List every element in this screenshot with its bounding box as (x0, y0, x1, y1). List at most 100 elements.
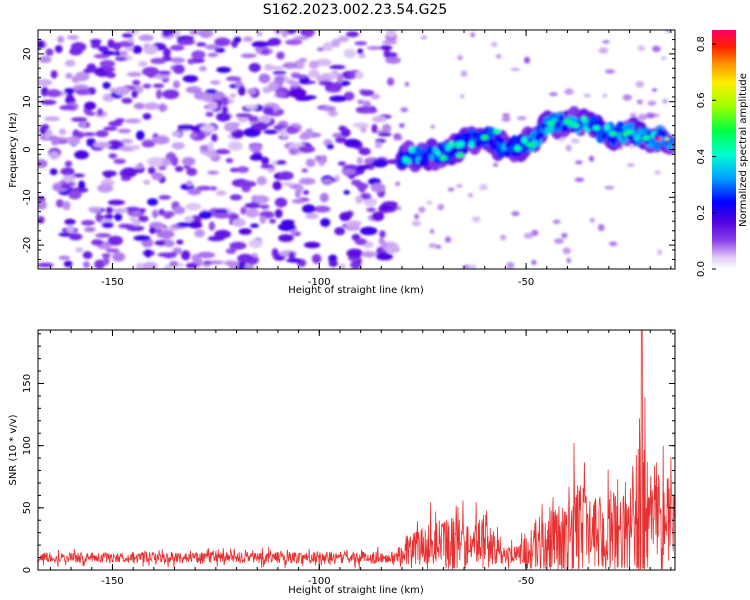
heatmap-cell (174, 166, 184, 172)
heatmap-cell (220, 96, 229, 107)
heatmap-cell (288, 251, 296, 261)
heatmap-cell (86, 63, 97, 73)
heatmap-cell (408, 146, 415, 154)
heatmap-cell (502, 113, 511, 118)
heatmap-cell (249, 154, 263, 161)
heatmap-cell (158, 195, 172, 200)
heatmap-cell (142, 66, 159, 77)
heatmap-cell (49, 168, 58, 176)
heatmap-cell (319, 192, 329, 203)
snr-y-label: SNR (10 * v/v) (8, 414, 19, 485)
heatmap-cell (60, 183, 71, 189)
y-tick-label: 0 (22, 567, 33, 573)
heatmap-cell (121, 97, 133, 104)
heatmap-cell (84, 226, 96, 233)
heatmap-cell (360, 164, 371, 170)
heatmap-cell (277, 222, 296, 232)
heatmap-cell (637, 128, 644, 136)
heatmap-cell (461, 147, 468, 155)
heatmap-cell (336, 73, 344, 84)
heatmap-cell (120, 138, 134, 144)
heatmap-cell (65, 96, 76, 105)
heatmap-cell (106, 140, 124, 150)
heatmap-cell (108, 120, 123, 127)
heatmap-cell (363, 197, 378, 207)
heatmap-cell (418, 158, 425, 166)
heatmap-cell (124, 118, 142, 124)
heatmap-cell (581, 116, 587, 123)
heatmap-cell (538, 131, 544, 139)
heatmap-cell (95, 130, 109, 138)
x-tick-label: -150 (101, 576, 124, 587)
heatmap-cell (229, 241, 247, 250)
heatmap-cell (221, 106, 229, 114)
heatmap-cell (566, 257, 571, 264)
heatmap-cell (468, 192, 473, 198)
heatmap-cell (74, 71, 90, 82)
heatmap-cell (345, 31, 359, 38)
heatmap-cell (400, 107, 409, 113)
heatmap-cell (513, 146, 522, 151)
heatmap-cell (470, 32, 476, 38)
heatmap-cell (660, 130, 667, 138)
heatmap-cell (405, 157, 412, 165)
heatmap-cell (395, 181, 401, 186)
heatmap-cell (85, 111, 97, 116)
x-tick-label: -50 (518, 277, 534, 288)
heatmap-cell (479, 183, 488, 191)
heatmap-cell (66, 225, 75, 234)
heatmap-cell (74, 150, 89, 160)
heatmap-cell (361, 251, 377, 258)
heatmap-cell (622, 132, 629, 137)
heatmap-cell (95, 213, 103, 222)
heatmap-cell (155, 89, 163, 100)
heatmap-cell (141, 140, 156, 148)
heatmap-cell (176, 239, 184, 245)
heatmap-cell (103, 126, 118, 131)
heatmap-cell (308, 69, 320, 79)
colorbar-tick-label: 0.6 (696, 92, 707, 108)
heatmap-cell (421, 35, 427, 40)
heatmap-cell (211, 133, 218, 143)
heatmap-cell (214, 37, 231, 47)
heatmap-cell (547, 125, 554, 133)
heatmap-cell (426, 200, 433, 205)
heatmap-cell (38, 200, 47, 210)
heatmap-cell (604, 186, 615, 190)
x-tick-label: -150 (101, 277, 124, 288)
heatmap-cell (418, 206, 426, 213)
heatmap-cell (339, 211, 352, 222)
heatmap-cell (62, 200, 71, 211)
heatmap-cell (380, 240, 388, 249)
heatmap-cell (229, 93, 237, 98)
heatmap-cell (112, 208, 128, 214)
heatmap-cell (114, 212, 123, 222)
heatmap-cell (250, 223, 259, 228)
heatmap-cell (243, 36, 254, 42)
heatmap-cell (248, 62, 261, 73)
heatmap-cell (438, 145, 445, 153)
heatmap-cell (322, 105, 337, 112)
heatmap-cell (386, 30, 397, 38)
heatmap-cell (602, 40, 610, 44)
heatmap-cell (57, 35, 64, 44)
heatmap-cell (366, 46, 382, 50)
heatmap-cell (201, 93, 215, 102)
heatmap-cell (207, 141, 214, 152)
heatmap-cell (329, 95, 347, 102)
heatmap-cell (181, 250, 191, 261)
heatmap-cell (213, 212, 231, 219)
heatmap-cell (508, 138, 515, 146)
heatmap-cell (291, 199, 306, 204)
heatmap-cell (149, 226, 156, 235)
heatmap-cell (131, 90, 138, 98)
heatmap-cell (329, 65, 346, 70)
heatmap-cell (345, 221, 360, 227)
heatmap-cell (657, 249, 663, 256)
heatmap-cell (117, 128, 132, 134)
heatmap-cell (291, 74, 309, 79)
heatmap-cell (64, 59, 76, 67)
heatmap-cell (132, 219, 141, 227)
heatmap-cell (404, 81, 410, 87)
heatmap-cell (366, 207, 376, 213)
